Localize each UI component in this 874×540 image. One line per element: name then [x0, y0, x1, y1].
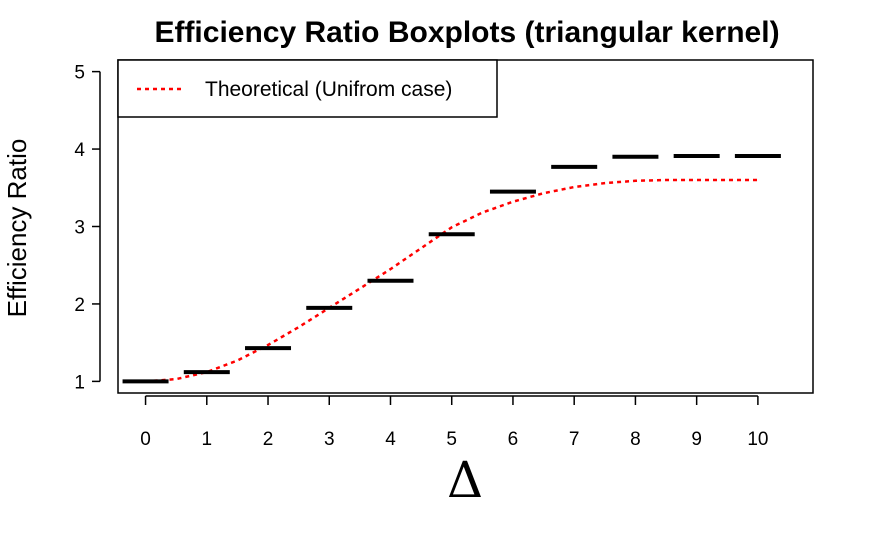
- x-tick-label: 5: [446, 429, 457, 450]
- x-tick-label: 7: [569, 429, 580, 450]
- x-tick-label: 10: [747, 429, 768, 450]
- x-tick-label: 8: [630, 429, 641, 450]
- x-tick-label: 2: [263, 429, 274, 450]
- y-tick-label: 4: [74, 140, 85, 161]
- legend: Theoretical (Unifrom case): [117, 59, 498, 118]
- y-axis-label: Efficiency Ratio: [2, 139, 32, 318]
- x-tick-label: 0: [140, 429, 151, 450]
- legend-theoretical-label: Theoretical (Unifrom case): [205, 78, 452, 101]
- chart-title: Efficiency Ratio Boxplots (triangular ke…: [154, 16, 779, 49]
- plot-marks: 1 2 3 4 5 0 1 2 3 4 5 6 7 8 9 10: [74, 63, 781, 450]
- theoretical-curve: [145, 178, 758, 383]
- x-tick-label: 1: [201, 429, 212, 450]
- x-axis-label: Δ: [447, 451, 483, 509]
- y-tick-label: 5: [74, 63, 85, 84]
- legend-box: [117, 59, 498, 118]
- x-tick-label: 6: [508, 429, 519, 450]
- x-tick-label: 9: [691, 429, 702, 450]
- y-tick-label: 1: [74, 372, 85, 393]
- y-tick-label: 2: [74, 295, 85, 316]
- x-tick-label: 3: [324, 429, 335, 450]
- x-tick-label: 4: [385, 429, 396, 450]
- y-tick-label: 3: [74, 218, 85, 239]
